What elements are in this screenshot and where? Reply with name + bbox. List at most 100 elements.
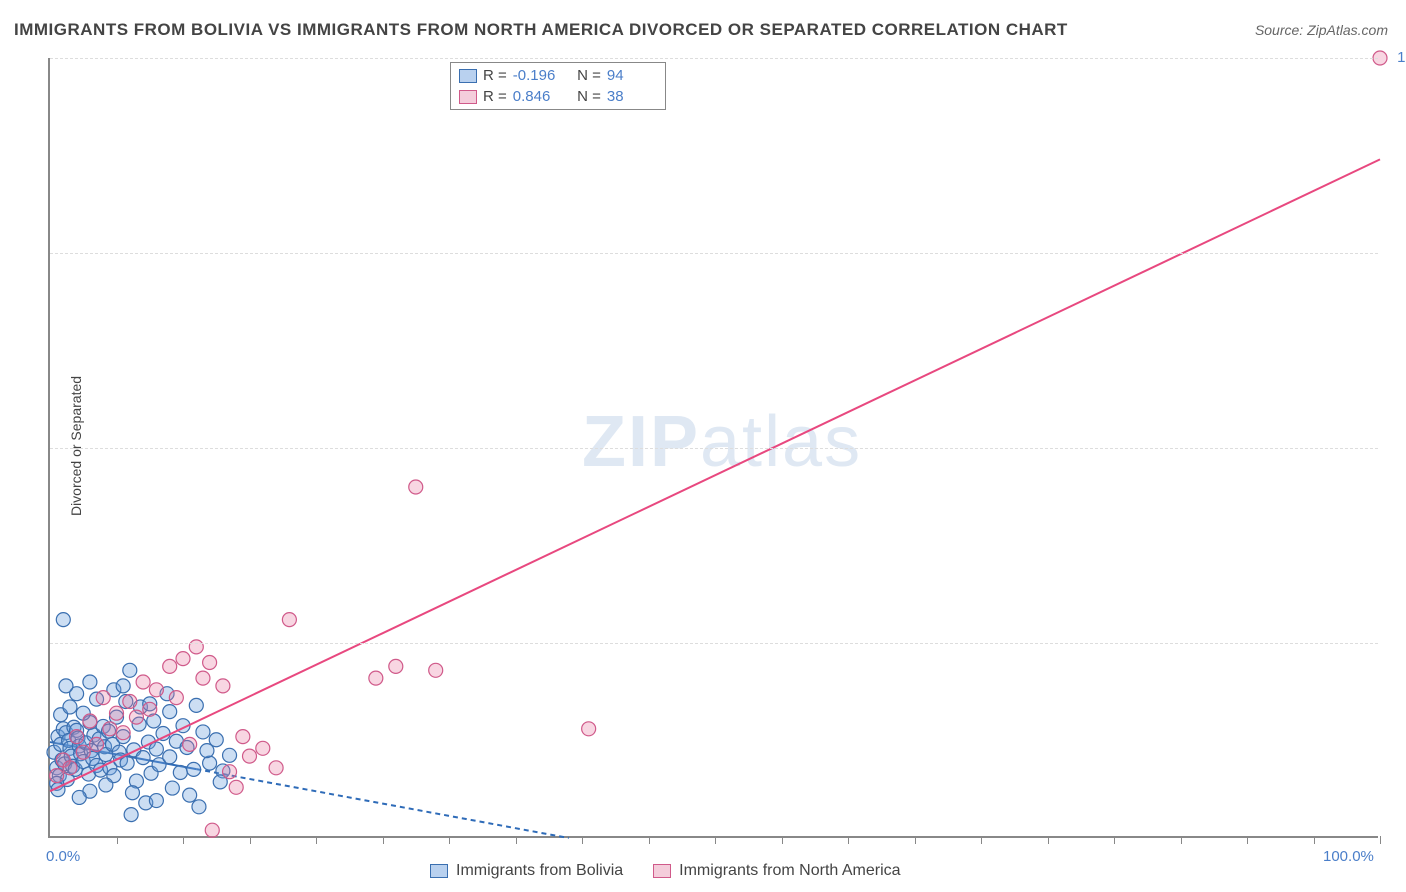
data-point — [96, 691, 110, 705]
legend-row: R = -0.196 N = 94 — [459, 65, 657, 86]
data-point — [70, 730, 84, 744]
y-tick-label: 25.0% — [1383, 634, 1406, 651]
data-point — [63, 761, 77, 775]
data-point — [149, 794, 163, 808]
data-point — [243, 749, 257, 763]
legend-r-label: R = — [483, 88, 507, 105]
data-point — [123, 663, 137, 677]
x-tick — [1048, 836, 1049, 844]
data-point — [110, 706, 124, 720]
plot-area: ZIPatlas 25.0%50.0%75.0%100.0% — [48, 58, 1378, 838]
data-point — [196, 725, 210, 739]
x-tick — [516, 836, 517, 844]
data-point — [90, 737, 104, 751]
data-point — [205, 823, 219, 837]
x-tick — [183, 836, 184, 844]
x-tick — [1247, 836, 1248, 844]
data-point — [149, 742, 163, 756]
y-tick-label: 100.0% — [1383, 49, 1406, 66]
x-tick — [250, 836, 251, 844]
x-tick — [848, 836, 849, 844]
x-min-label: 0.0% — [46, 848, 80, 865]
data-point — [256, 741, 270, 755]
data-point — [50, 769, 64, 783]
x-tick — [1114, 836, 1115, 844]
legend-swatch — [430, 864, 448, 878]
data-point — [203, 656, 217, 670]
x-tick — [782, 836, 783, 844]
data-point — [183, 788, 197, 802]
data-point — [123, 695, 137, 709]
data-point — [56, 613, 70, 627]
data-point — [136, 675, 150, 689]
data-point — [59, 679, 73, 693]
data-point — [192, 800, 206, 814]
legend-r-value: 0.846 — [513, 88, 563, 105]
data-point — [189, 698, 203, 712]
data-point — [216, 679, 230, 693]
series-legend: Immigrants from Bolivia Immigrants from N… — [430, 862, 901, 880]
y-tick-label: 75.0% — [1383, 244, 1406, 261]
legend-n-label: N = — [569, 67, 601, 84]
data-point — [282, 613, 296, 627]
data-point — [203, 756, 217, 770]
x-tick — [1181, 836, 1182, 844]
data-point — [163, 659, 177, 673]
data-point — [149, 683, 163, 697]
data-point — [229, 780, 243, 794]
x-tick — [1314, 836, 1315, 844]
trend-line — [50, 159, 1380, 791]
x-max-label: 100.0% — [1323, 848, 1374, 865]
data-point — [176, 652, 190, 666]
data-point — [369, 671, 383, 685]
legend-item: Immigrants from North America — [653, 862, 900, 880]
data-point — [409, 480, 423, 494]
data-point — [83, 675, 97, 689]
legend-series-name: Immigrants from North America — [679, 862, 900, 880]
data-point — [163, 750, 177, 764]
data-point — [183, 737, 197, 751]
legend-swatch — [653, 864, 671, 878]
x-tick — [582, 836, 583, 844]
data-point — [129, 710, 143, 724]
trend-line-dashed — [196, 769, 568, 838]
gridline-h — [50, 448, 1378, 449]
data-point — [63, 700, 77, 714]
data-point — [99, 778, 113, 792]
legend-series-name: Immigrants from Bolivia — [456, 862, 623, 880]
data-point — [136, 751, 150, 765]
data-point — [429, 663, 443, 677]
data-point — [143, 702, 157, 716]
data-point — [103, 722, 117, 736]
data-point — [236, 730, 250, 744]
x-tick — [915, 836, 916, 844]
x-tick — [649, 836, 650, 844]
legend-item: Immigrants from Bolivia — [430, 862, 623, 880]
x-tick — [383, 836, 384, 844]
x-tick — [316, 836, 317, 844]
x-tick — [715, 836, 716, 844]
gridline-h — [50, 643, 1378, 644]
legend-swatch — [459, 69, 477, 83]
data-point — [223, 765, 237, 779]
data-point — [187, 762, 201, 776]
x-tick — [981, 836, 982, 844]
legend-row: R = 0.846 N = 38 — [459, 86, 657, 107]
legend-swatch — [459, 90, 477, 104]
data-point — [189, 640, 203, 654]
x-tick — [117, 836, 118, 844]
legend-n-value: 38 — [607, 88, 657, 105]
data-point — [72, 790, 86, 804]
x-tick — [449, 836, 450, 844]
data-point — [116, 679, 130, 693]
legend-r-value: -0.196 — [513, 67, 563, 84]
data-point — [165, 781, 179, 795]
data-point — [124, 808, 138, 822]
data-point — [163, 705, 177, 719]
data-point — [125, 786, 139, 800]
legend-r-label: R = — [483, 67, 507, 84]
data-point — [83, 714, 97, 728]
chart-title: IMMIGRANTS FROM BOLIVIA VS IMMIGRANTS FR… — [14, 20, 1068, 40]
data-point — [76, 745, 90, 759]
data-point — [389, 659, 403, 673]
